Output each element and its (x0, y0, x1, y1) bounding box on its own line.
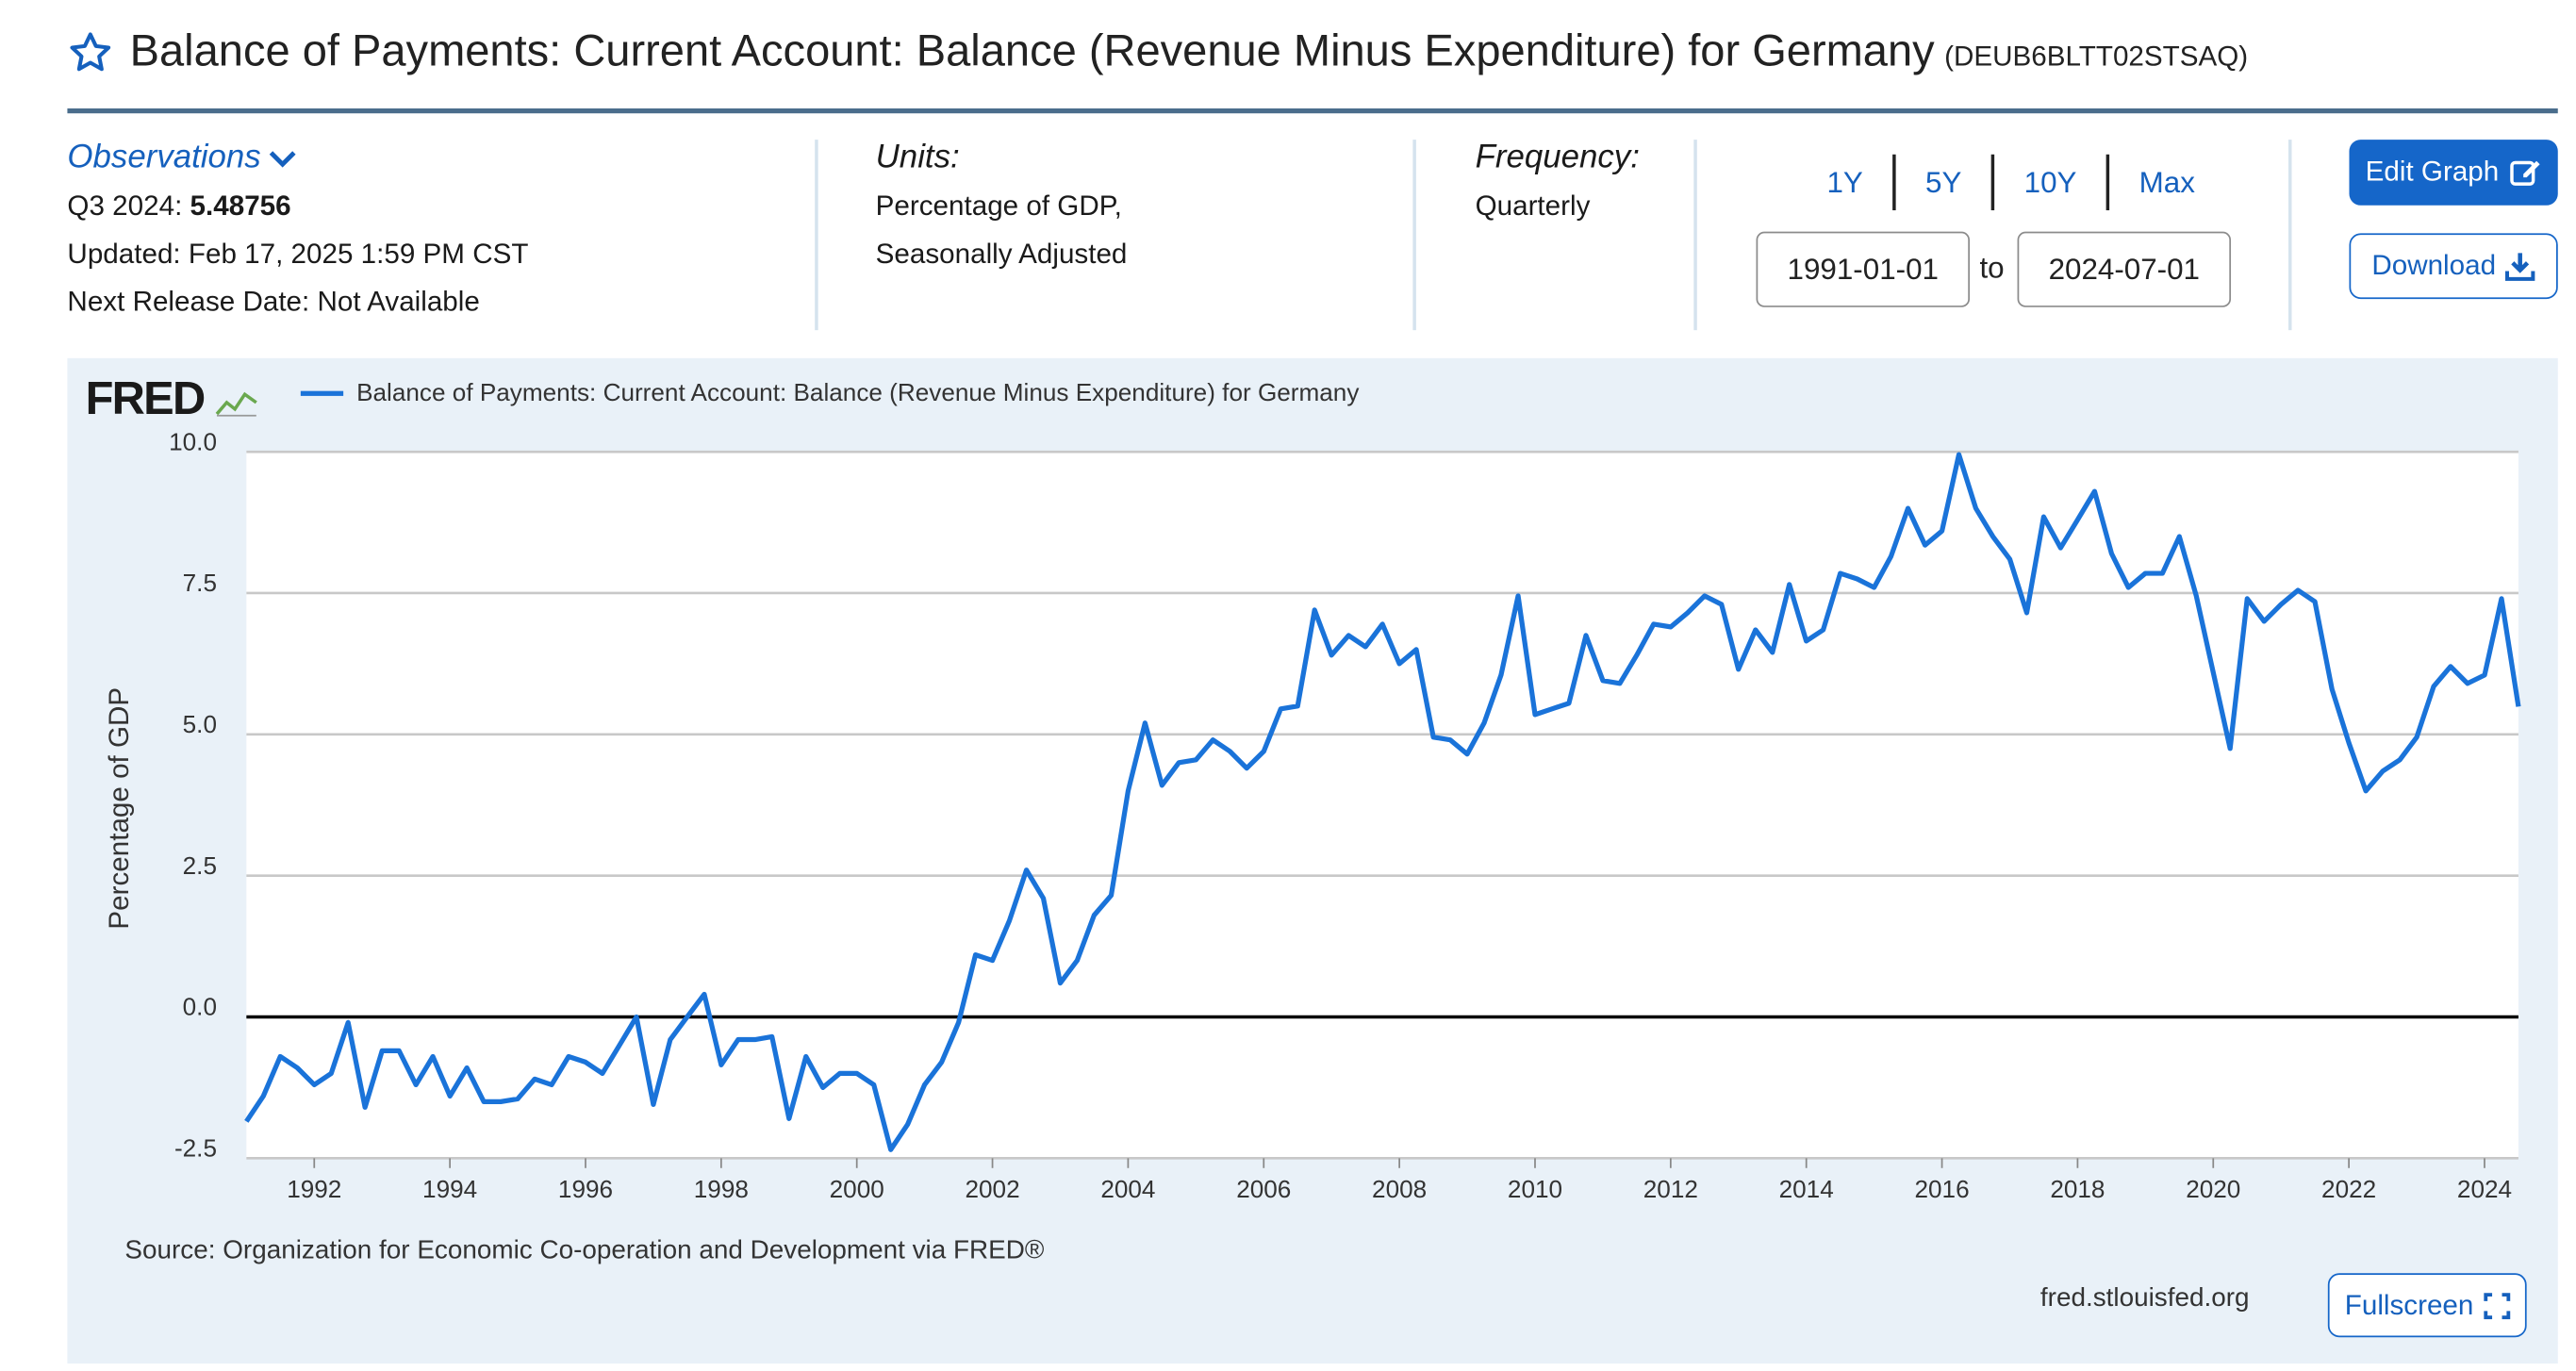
units-line-2: Seasonally Adjusted (875, 238, 1128, 270)
title-divider (67, 107, 2558, 114)
x-tick-label: 2020 (2186, 1175, 2240, 1203)
x-tick-label: 2002 (965, 1175, 1019, 1203)
x-tick-label: 2012 (1643, 1175, 1698, 1203)
title-row: Balance of Payments: Current Account: Ba… (67, 26, 2248, 77)
x-tick-label: 2004 (1100, 1175, 1155, 1203)
source-text: Source: Organization for Economic Co-ope… (124, 1236, 1045, 1265)
x-tick-label: 2022 (2321, 1175, 2376, 1203)
divider (2288, 140, 2292, 331)
frequency-value: Quarterly (1475, 190, 1591, 223)
start-date-input[interactable]: 1991-01-01 (1756, 231, 1971, 307)
observations-label: Observations (67, 140, 261, 176)
fred-url-link[interactable]: fred.stlouisfed.org (2039, 1284, 2250, 1313)
chart-legend: Balance of Payments: Current Account: Ba… (300, 379, 1360, 408)
divider (2105, 154, 2110, 211)
units-label: Units: (875, 140, 960, 176)
range-5y-button[interactable]: 5Y (1925, 165, 1962, 198)
page-title: Balance of Payments: Current Account: Ba… (129, 25, 1935, 76)
x-tick-label: 1992 (287, 1175, 341, 1203)
download-label: Download (2371, 249, 2497, 281)
x-tick-label: 1996 (558, 1175, 613, 1203)
star-icon[interactable] (67, 28, 113, 74)
divider (1990, 154, 1995, 211)
line-chart[interactable]: 10.0 7.5 5.0 2.5 0.0 -2.5 1992 1994 1996 1998 2000… (67, 419, 2557, 1224)
frequency-label: Frequency: (1475, 140, 1640, 176)
fullscreen-icon (2483, 1292, 2510, 1319)
chevron-down-icon (269, 150, 296, 167)
y-tick-label: -2.5 (174, 1134, 217, 1163)
divider (1892, 154, 1896, 211)
y-tick-label: 10.0 (169, 427, 217, 455)
x-tick-label: 2016 (1914, 1175, 1969, 1203)
range-1y-button[interactable]: 1Y (1826, 165, 1863, 198)
download-icon (2505, 253, 2535, 281)
observation-value: 5.48756 (190, 190, 291, 223)
y-tick-label: 0.0 (183, 993, 217, 1021)
fullscreen-label: Fullscreen (2344, 1288, 2474, 1320)
updated-text: Updated: Feb 17, 2025 1:59 PM CST (67, 238, 529, 270)
units-line-1: Percentage of GDP, (875, 190, 1122, 223)
latest-observation: Q3 2024: 5.48756 (67, 182, 528, 230)
chart-icon (215, 391, 257, 417)
edit-graph-label: Edit Graph (2365, 156, 2500, 188)
fullscreen-button[interactable]: Fullscreen (2327, 1273, 2527, 1338)
x-tick-label: 2008 (1372, 1175, 1427, 1203)
observations-dropdown[interactable]: Observations (67, 135, 297, 183)
x-tick-label: 2006 (1236, 1175, 1291, 1203)
x-tick-label: 2010 (1508, 1175, 1562, 1203)
x-tick-label: 1998 (694, 1175, 749, 1203)
range-max-button[interactable]: Max (2138, 165, 2195, 198)
y-tick-label: 2.5 (183, 851, 217, 880)
observation-period: Q3 2024: (67, 190, 183, 223)
series-id: (DEUB6BLTT02STSAQ) (1944, 40, 2249, 72)
y-tick-label: 7.5 (183, 569, 217, 597)
series-line-0 (244, 452, 2521, 1152)
to-label: to (1979, 251, 2005, 285)
legend-label: Balance of Payments: Current Account: Ba… (356, 379, 1360, 408)
fred-logo[interactable]: FRED (86, 373, 258, 426)
legend-swatch (300, 390, 344, 396)
x-tick-label: 1994 (422, 1175, 477, 1203)
observations-block: Observations Q3 2024: 5.48756 Updated: F… (67, 135, 528, 325)
x-tick-label: 2018 (2050, 1175, 2105, 1203)
units-block: Units: Percentage of GDP, Seasonally Adj… (876, 135, 1128, 278)
divider (1693, 140, 1697, 331)
range-selector: 1Y 5Y 10Y Max (1797, 154, 2224, 211)
x-tick-label: 2024 (2457, 1175, 2512, 1203)
edit-icon (2510, 160, 2540, 186)
end-date-input[interactable]: 2024-07-01 (2017, 231, 2232, 307)
x-tick-label: 2014 (1779, 1175, 1834, 1203)
download-button[interactable]: Download (2349, 233, 2558, 300)
plot-area (246, 452, 2518, 1159)
y-axis-label: Percentage of GDP (104, 687, 135, 930)
x-tick-label: 2000 (830, 1175, 884, 1203)
range-10y-button[interactable]: 10Y (2023, 165, 2077, 198)
next-release-text: Next Release Date: Not Available (67, 286, 480, 318)
edit-graph-button[interactable]: Edit Graph (2349, 140, 2558, 206)
y-tick-label: 5.0 (183, 710, 217, 738)
divider (1412, 140, 1416, 331)
fred-logo-text: FRED (85, 372, 206, 424)
divider (815, 140, 818, 331)
frequency-block: Frequency: Quarterly (1476, 135, 1640, 230)
